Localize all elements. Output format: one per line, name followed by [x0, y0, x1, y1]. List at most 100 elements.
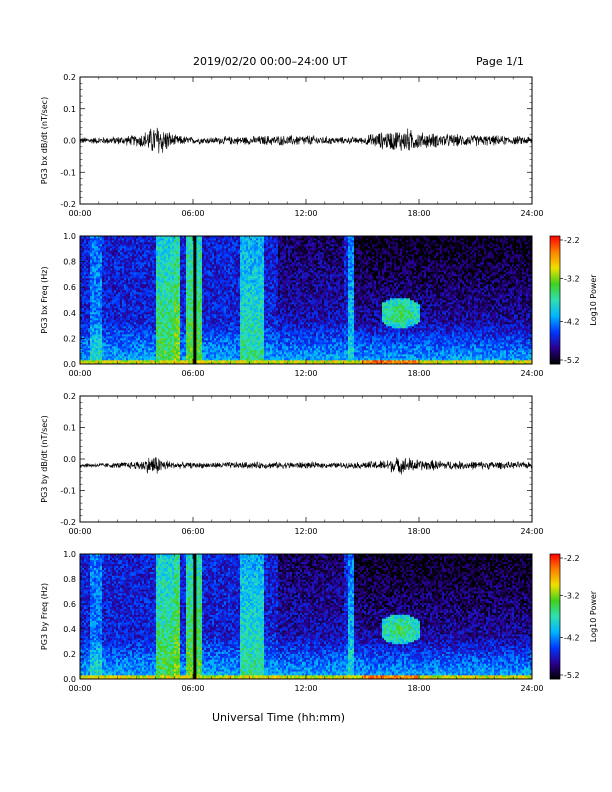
spectrogram-cell — [176, 352, 179, 355]
spectrogram-cell — [102, 260, 105, 263]
spectrogram-cell — [118, 362, 121, 365]
spectrogram-cell — [178, 330, 181, 333]
spectrogram-cell — [154, 358, 157, 361]
spectrogram-cell — [80, 336, 83, 339]
spectrogram-cell — [160, 326, 163, 329]
spectrogram-cell — [192, 320, 195, 323]
spectrogram-cell — [132, 278, 135, 281]
spectrogram-cell — [224, 296, 227, 299]
spectrogram-cell — [92, 294, 95, 297]
spectrogram-cell — [166, 256, 169, 259]
spectrogram-cell — [106, 294, 109, 297]
spectrogram-cell — [168, 258, 171, 261]
spectrogram-cell — [216, 292, 219, 295]
spectrogram-cell — [220, 310, 223, 313]
spectrogram-cell — [206, 282, 209, 285]
spectrogram-cell — [132, 302, 135, 305]
spectrogram-cell — [160, 332, 163, 335]
spectrogram-cell — [172, 244, 175, 247]
spectrogram-cell — [180, 356, 183, 359]
spectrogram-cell — [228, 342, 231, 345]
spectrogram-cell — [206, 236, 209, 239]
spectrogram-cell — [218, 296, 221, 299]
spectrogram-cell — [182, 344, 185, 347]
spectrogram-cell — [132, 328, 135, 331]
spectrogram-cell — [212, 268, 215, 271]
spectrogram-cell — [132, 284, 135, 287]
spectrogram-cell — [190, 268, 193, 271]
spectrogram-cell — [106, 268, 109, 271]
spectrogram-cell — [158, 272, 161, 275]
spectrogram-cell — [134, 284, 137, 287]
spectrogram-cell — [86, 362, 89, 365]
spectrogram-cell — [102, 300, 105, 303]
spectrogram-cell — [168, 342, 171, 345]
spectrogram-cell — [216, 334, 219, 337]
spectrogram-cell — [152, 268, 155, 271]
spectrogram-cell — [202, 256, 205, 259]
spectrogram-cell — [108, 346, 111, 349]
spectrogram-cell — [92, 248, 95, 251]
spectrogram-cell — [144, 256, 147, 259]
spectrogram-cell — [208, 250, 211, 253]
spectrogram-cells-1 — [80, 236, 533, 365]
spectrogram-cell — [102, 306, 105, 309]
spectrogram-cell — [90, 340, 93, 343]
spectrogram-cell — [138, 310, 141, 313]
spectrogram-cell — [206, 344, 209, 347]
spectrogram-cell — [200, 274, 203, 277]
spectrogram-cell — [214, 238, 217, 241]
spectrogram-cell — [220, 242, 223, 245]
spectrogram-cell — [218, 284, 221, 287]
spectrogram-cell — [136, 274, 139, 277]
spectrogram-cell — [176, 336, 179, 339]
spectrogram-cell — [220, 300, 223, 303]
spectrogram-cell — [178, 258, 181, 261]
spectrogram-cell — [82, 270, 85, 273]
spectrogram-cell — [164, 362, 167, 365]
spectrogram-cell — [156, 250, 159, 253]
spectrogram-cell — [174, 300, 177, 303]
spectrogram-cell — [154, 304, 157, 307]
spectrogram-cell — [96, 312, 99, 315]
spectrogram-cell — [206, 240, 209, 243]
spectrogram-cell — [136, 360, 139, 363]
spectrogram-cell — [168, 320, 171, 323]
spectrogram-cell — [198, 334, 201, 337]
spectrogram-cell — [144, 274, 147, 277]
spectrogram-cell — [220, 346, 223, 349]
spectrogram-cell — [134, 240, 137, 243]
spectrogram-cell — [166, 328, 169, 331]
spectrogram-cell — [216, 268, 219, 271]
spectrogram-cell — [138, 242, 141, 245]
spectrogram-cell — [206, 264, 209, 267]
spectrogram-cell — [222, 336, 225, 339]
spectrogram-cell — [202, 340, 205, 343]
spectrogram-cell — [218, 310, 221, 313]
spectrogram-cell — [160, 272, 163, 275]
spectrogram-cell — [162, 362, 165, 365]
spectrogram-cell — [176, 256, 179, 259]
spectrogram-cell — [222, 312, 225, 315]
spectrogram-cell — [196, 346, 199, 349]
spectrogram-cell — [210, 318, 213, 321]
spectrogram-cell — [108, 282, 111, 285]
spectrogram-cell — [100, 294, 103, 297]
spectrogram-cell — [114, 250, 117, 253]
spectrogram-cell — [166, 306, 169, 309]
spectrogram-cell — [140, 246, 143, 249]
spectrogram-cell — [196, 356, 199, 359]
spectrogram-cell — [140, 354, 143, 357]
spectrogram-cell — [82, 254, 85, 257]
spectrogram-cell — [226, 272, 229, 275]
spectrogram-cell — [202, 346, 205, 349]
spectrogram-cell — [112, 326, 115, 329]
spectrogram-cell — [84, 302, 87, 305]
spectrogram-cell — [188, 274, 191, 277]
spectrogram-cell — [130, 256, 133, 259]
spectrogram-cell — [184, 258, 187, 261]
spectrogram-cell — [168, 248, 171, 251]
spectrogram-cell — [126, 262, 129, 265]
spectrogram-cell — [158, 330, 161, 333]
spectrogram-cell — [172, 362, 175, 365]
